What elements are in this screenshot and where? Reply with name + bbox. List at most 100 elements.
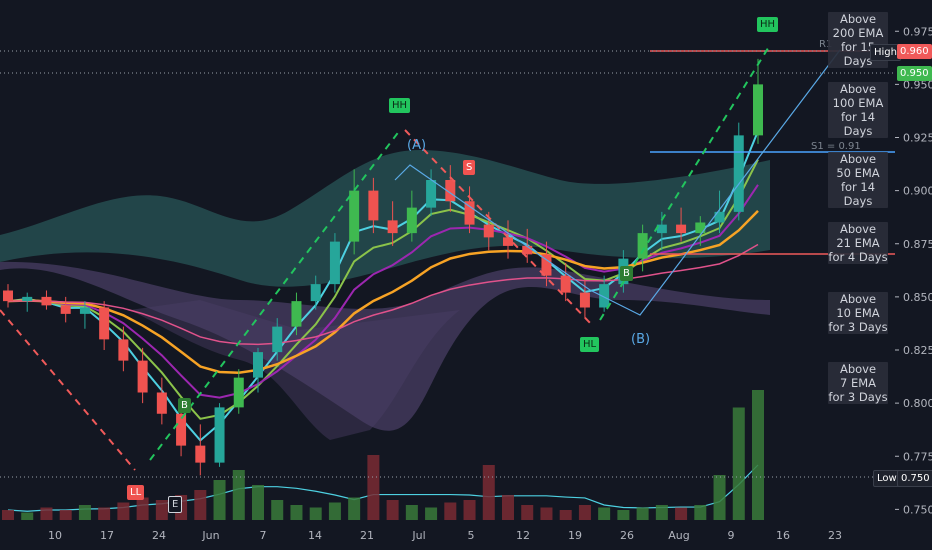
- volume-bar: [194, 490, 207, 520]
- volume-bar: [271, 500, 284, 520]
- volume-bar: [636, 507, 649, 520]
- hh-top-tag: HH: [757, 17, 779, 32]
- candle-body: [176, 413, 187, 446]
- r1-label: R1: [819, 39, 833, 50]
- price-axis: 0.975 0.950 0.925 0.900 0.875 0.850 0.825 0.800…: [895, 25, 932, 516]
- time-tick-label: 17: [100, 529, 114, 542]
- price-tick-label: 0.925: [903, 132, 932, 145]
- zigzag-down-2: [404, 129, 593, 326]
- candle-body: [695, 222, 706, 234]
- candle-body: [387, 220, 398, 234]
- candle-body: [214, 407, 225, 463]
- time-tick-label: Aug: [668, 529, 689, 542]
- ema-status-7: Above 7 EMA for 3 Days: [828, 362, 888, 404]
- volume-average-line: [7, 464, 759, 512]
- price-tick-label: 0.950: [903, 78, 932, 91]
- price-tick-label: 0.975: [903, 25, 932, 38]
- candle-body: [233, 377, 244, 408]
- ema-lines: [7, 130, 759, 512]
- ema-line: 10 EMA: [836, 306, 880, 320]
- candle-body: [41, 296, 52, 306]
- volume-bar: [309, 507, 322, 520]
- time-tick-label: 19: [568, 529, 582, 542]
- volume-bar: [559, 510, 572, 520]
- lower-bollinger-fill: [130, 300, 460, 440]
- volume-bar: [213, 480, 226, 520]
- time-axis: 10 17 24 Jun 7 14 21 Jul 5 12 19 26 Aug 9 16 23: [48, 529, 842, 542]
- candle-body: [733, 135, 744, 212]
- volume-bar: [136, 497, 149, 520]
- ema-line: for 4 Days: [828, 250, 888, 264]
- volume-bar: [655, 505, 668, 520]
- candle-body: [426, 180, 437, 208]
- volume-bar: [40, 507, 53, 520]
- ema-line: 100 EMA: [832, 96, 884, 110]
- candle-body: [560, 275, 571, 293]
- candle-body: [637, 233, 648, 259]
- volume-bars: [2, 390, 764, 520]
- ema-line: Above: [839, 222, 877, 236]
- volume-bar: [482, 465, 495, 520]
- candle-body: [195, 445, 206, 463]
- candle-body: [522, 245, 533, 255]
- last-value-badge: 0.950: [897, 66, 932, 81]
- candle-body: [156, 392, 167, 414]
- time-tick-label: 12: [516, 529, 530, 542]
- candle-body: [3, 290, 13, 302]
- candle-body: [483, 224, 494, 238]
- time-tick-label: 26: [620, 529, 634, 542]
- volume-bar: [348, 497, 361, 520]
- ema-line: Above: [839, 82, 877, 96]
- candle-body: [22, 296, 33, 302]
- volume-bar: [598, 507, 611, 520]
- candle-body: [714, 211, 725, 223]
- price-tick-label: 0.900: [903, 185, 932, 198]
- ema-line: Above: [839, 12, 877, 26]
- price-tick-label: 0.875: [903, 238, 932, 251]
- candle-body: [99, 307, 110, 340]
- time-tick-label: 24: [152, 529, 166, 542]
- candle-body: [60, 305, 71, 314]
- volume-bar: [290, 505, 303, 520]
- upper-band-fill: [0, 150, 770, 287]
- candle-body: [291, 301, 302, 327]
- volume-bar: [59, 510, 72, 520]
- time-tick-label: 10: [48, 529, 62, 542]
- wave-lines: [394, 49, 841, 316]
- low-value-badge: 0.750: [897, 470, 932, 487]
- e-tag: E: [168, 496, 183, 513]
- price-tick-label: 0.750: [903, 503, 932, 516]
- volume-bar: [444, 502, 457, 520]
- candles: [3, 58, 763, 476]
- time-tick-label: 21: [360, 529, 374, 542]
- volume-bar: [98, 507, 111, 520]
- volume-bar: [521, 505, 534, 520]
- candle-body: [349, 190, 360, 242]
- volume-bar: [252, 485, 264, 520]
- volume-bar: [425, 507, 438, 520]
- candle-body: [79, 307, 90, 314]
- ema-line: Above: [839, 152, 877, 166]
- volume-bar: [2, 510, 14, 520]
- buy-tag-1: B: [178, 398, 191, 413]
- zigzag-up-1: [149, 129, 401, 461]
- ema-line: for 14 Days: [840, 180, 876, 208]
- ema-line: for 15 Days: [840, 40, 876, 68]
- volume-bar: [732, 407, 745, 520]
- volume-bar: [752, 390, 764, 520]
- candle-body: [676, 224, 687, 234]
- wave-a-label: (A): [407, 138, 427, 153]
- s1-label: S1 = 0.91: [811, 141, 861, 152]
- volume-bar: [78, 505, 91, 520]
- candle-body: [599, 284, 610, 308]
- hl-tag: HL: [580, 337, 600, 352]
- price-tick-label: 0.775: [903, 450, 932, 463]
- time-tick-label: 7: [260, 529, 267, 542]
- price-tick-label: 0.800: [903, 397, 932, 410]
- volume-bar: [155, 500, 168, 520]
- candle-body: [406, 207, 417, 234]
- volume-bar: [617, 510, 630, 520]
- price-tick-label: 0.850: [903, 291, 932, 304]
- volume-bar: [367, 455, 380, 520]
